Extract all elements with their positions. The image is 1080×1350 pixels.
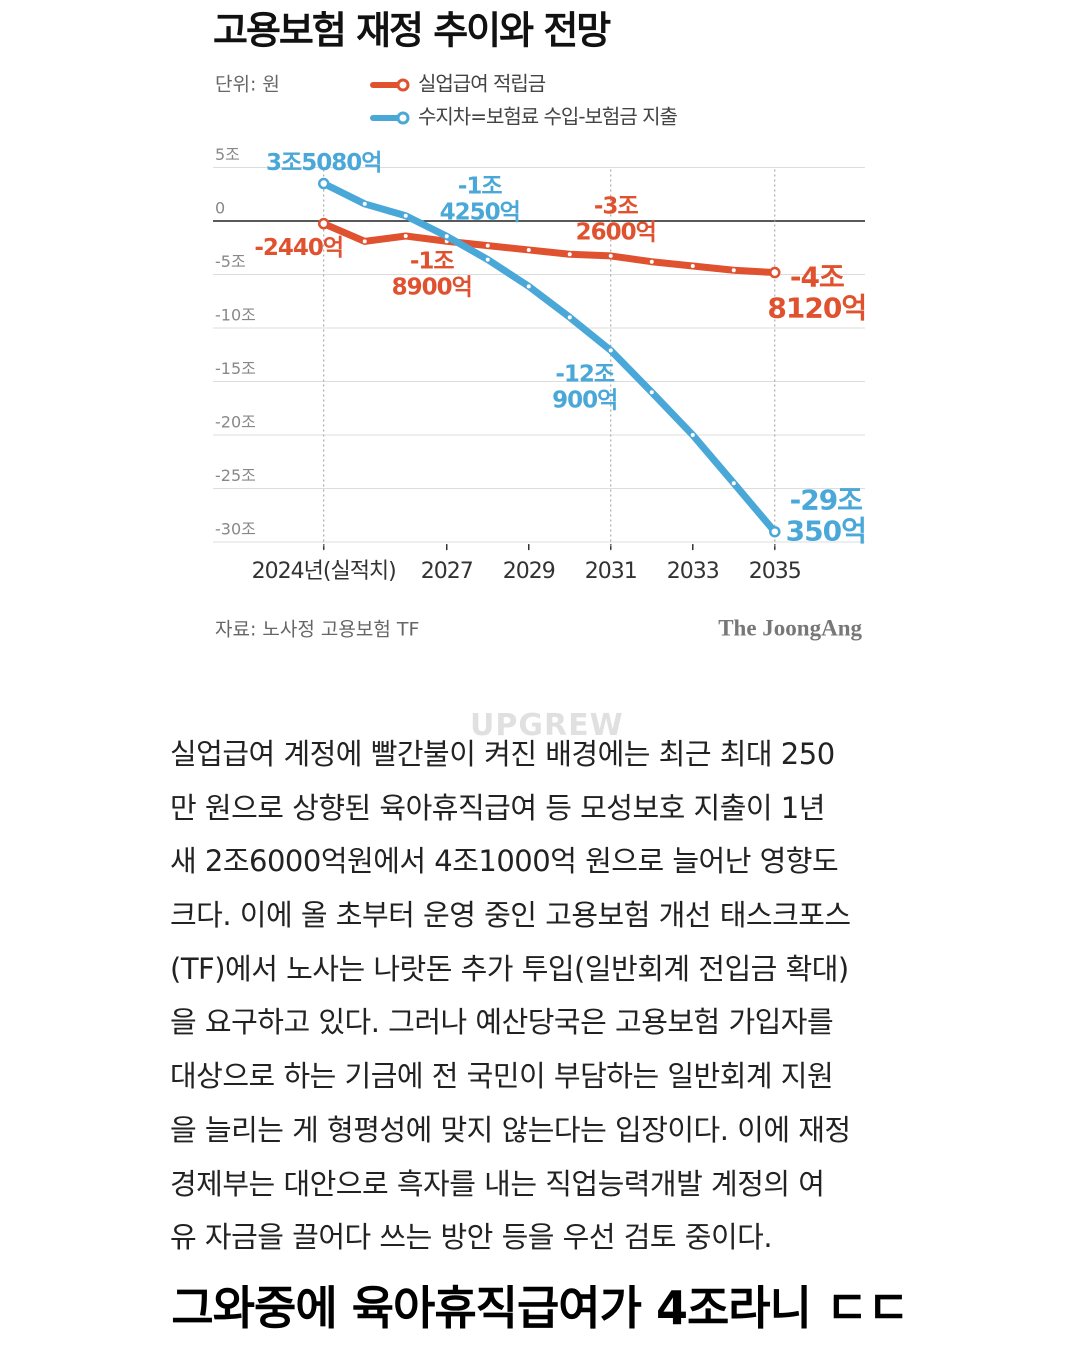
value-label: 3조5080억: [266, 149, 382, 176]
legend-swatch-dot: [396, 111, 410, 125]
data-point: [649, 259, 654, 264]
x-tick-label: 2031: [585, 559, 637, 584]
source: 자료: 노사정 고용보험 TF: [215, 619, 419, 641]
data-point: [362, 239, 367, 244]
article-line: 만 원으로 상향된 육아휴직급여 등 모성보호 지출이 1년: [170, 790, 825, 825]
data-point: [649, 390, 654, 395]
y-tick-label: -25조: [215, 466, 256, 485]
data-point: [317, 177, 330, 190]
data-point: [403, 213, 408, 218]
y-tick-label: -15조: [215, 359, 256, 378]
data-point: [567, 315, 572, 320]
y-tick-label: 0: [215, 199, 225, 218]
data-point: [485, 257, 490, 262]
article-line: 을 요구하고 있다. 그러나 예산당국은 고용보험 가입자를: [170, 1005, 834, 1040]
series-line: [320, 220, 779, 277]
chart-svg: 고용보험 재정 추이와 전망 단위: 원 자료: 노사정 고용보험 TF The…: [213, 9, 865, 641]
article-line: 새 2조6000억원에서 4조1000억 원으로 늘어난 영향도: [170, 844, 839, 879]
legend-label: 실업급여 적립금: [418, 72, 546, 96]
data-point: [608, 348, 613, 353]
y-tick-label: 5조: [215, 145, 240, 164]
data-point: [608, 253, 613, 258]
article-line: 경제부는 대안으로 흑자를 내는 직업능력개발 계정의 여: [170, 1166, 825, 1201]
article-line: 을 늘리는 게 형평성에 맞지 않는다는 입장이다. 이에 재정: [170, 1112, 851, 1147]
article: 실업급여 계정에 빨간불이 켜진 배경에는 최근 최대 250 만 원으로 상향된…: [170, 728, 930, 1265]
y-tick-label: -10조: [215, 306, 256, 325]
data-point: [731, 481, 736, 486]
data-point: [731, 268, 736, 273]
article-line: 실업급여 계정에 빨간불이 켜진 배경에는 최근 최대 250: [170, 737, 835, 771]
data-point: [444, 234, 449, 239]
y-tick-label: -5조: [215, 252, 246, 271]
x-tick-label: 2035: [749, 559, 801, 584]
data-point: [690, 433, 695, 438]
chart: 고용보험 재정 추이와 전망 단위: 원 자료: 노사정 고용보험 TF The…: [213, 9, 867, 641]
value-label: -29조 350억: [785, 483, 867, 548]
article-line: 크다. 이에 올 초부터 운영 중인 고용보험 개선 태스크포스: [170, 898, 851, 933]
legend-label: 수지차=보험료 수입-보험금 지출: [418, 105, 677, 129]
article-line: 대상으로 하는 기금에 전 국민이 부담하는 일반회계 지원: [170, 1059, 834, 1094]
x-tick-label: 2024년(실적치): [252, 559, 396, 584]
data-point: [690, 263, 695, 268]
watermark: UPGREW: [470, 708, 624, 743]
x-tick-label: 2027: [421, 559, 473, 584]
value-label: -2440억: [254, 234, 344, 261]
data-point: [769, 525, 781, 538]
data-point: [769, 266, 781, 279]
legend-swatch-dot: [396, 78, 410, 92]
value-label: -4조 8120억: [767, 260, 867, 325]
article-line: 유 자금을 끌어다 쓰는 방안 등을 우선 검토 중이다.: [170, 1220, 773, 1255]
x-tick-label: 2029: [503, 559, 555, 584]
y-tick-label: -20조: [215, 413, 256, 432]
value-label: -1조 8900억: [391, 248, 473, 301]
data-point: [362, 201, 367, 206]
article-line: (TF)에서 노사는 나랏돈 추가 투입(일반회계 전입금 확대): [170, 951, 849, 986]
unit-label: 단위: 원: [215, 74, 280, 96]
data-point: [526, 284, 531, 289]
series-line: [320, 180, 779, 536]
data-point: [526, 247, 531, 252]
brand: The JoongAng: [718, 615, 862, 640]
caption: 그와중에 육아휴직급여가 4조라니 ㄷㄷ: [171, 1281, 909, 1335]
value-label: -1조 4250억: [439, 173, 521, 226]
value-label: -3조 2600억: [575, 193, 657, 245]
x-tick-label: 2033: [667, 559, 719, 584]
value-label: -12조 900억: [552, 361, 618, 414]
data-point: [485, 243, 490, 248]
data-point: [567, 252, 572, 257]
data-point: [403, 234, 408, 239]
data-point: [317, 217, 330, 230]
y-tick-label: -30조: [215, 520, 256, 539]
chart-title: 고용보험 재정 추이와 전망: [213, 9, 611, 53]
